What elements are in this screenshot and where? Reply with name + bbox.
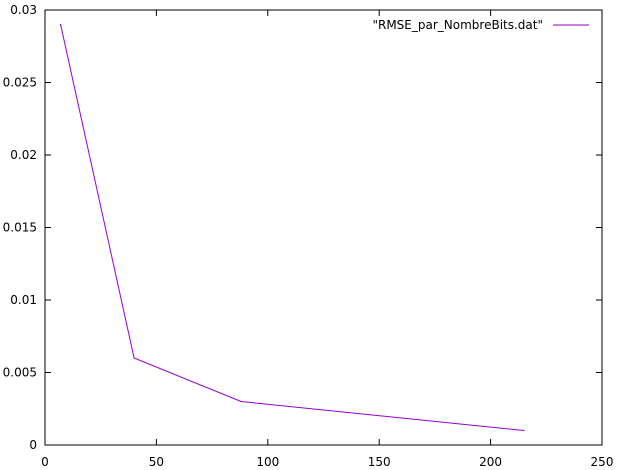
y-tick-label: 0.03	[10, 3, 37, 17]
y-tick-label: 0	[29, 438, 37, 452]
y-tick-label: 0.02	[10, 148, 37, 162]
y-tick-label: 0.025	[3, 76, 37, 90]
data-point	[59, 23, 62, 26]
data-point	[240, 400, 242, 403]
x-tick-label: 0	[41, 455, 49, 469]
y-tick-label: 0.005	[3, 366, 37, 380]
y-tick-label: 0.015	[3, 221, 37, 235]
axis-ticks: 0 50 100 150 200 250 0 0.005 0.01 0.015 0.02 0.025 0…	[3, 3, 614, 469]
legend-label-series-1: "RMSE_par_NombreBits.dat"	[372, 18, 543, 32]
x-tick-label: 50	[149, 455, 164, 469]
data-point	[523, 429, 525, 432]
legend: "RMSE_par_NombreBits.dat"	[372, 18, 589, 32]
x-tick-label: 250	[591, 455, 614, 469]
x-tick-label: 100	[256, 455, 279, 469]
plot-frame	[44, 9, 603, 446]
series-layer	[59, 23, 525, 432]
y-tick-label: 0.01	[10, 293, 37, 307]
series-line-1	[60, 24, 525, 431]
x-tick-label: 150	[368, 455, 391, 469]
x-tick-label: 200	[479, 455, 502, 469]
data-point	[133, 357, 135, 359]
